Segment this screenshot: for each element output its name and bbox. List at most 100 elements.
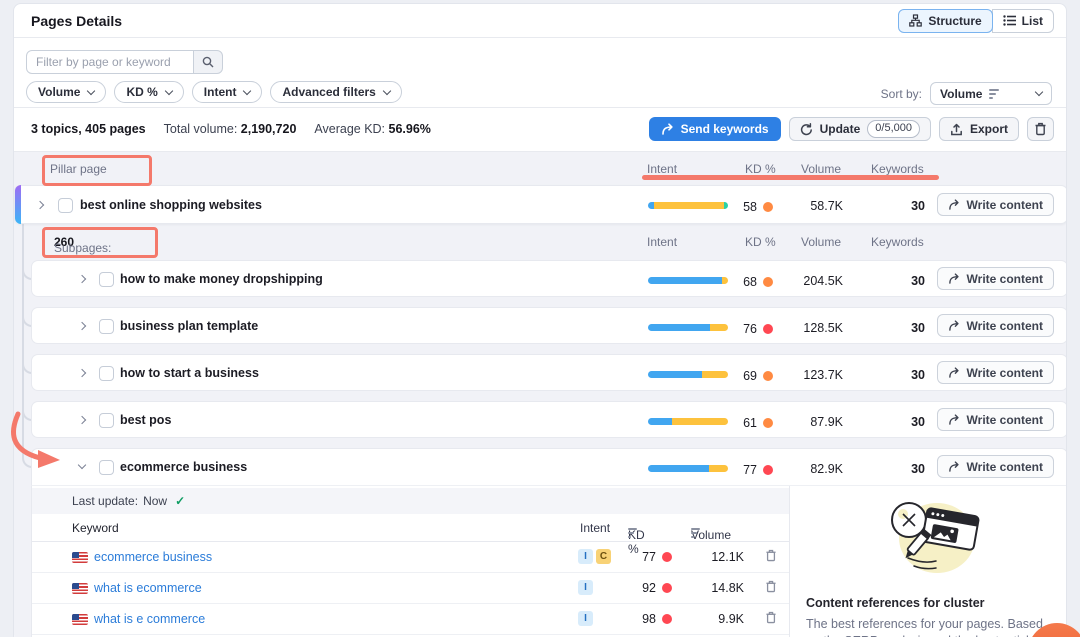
subpage-row[interactable]: best pos 61 87.9K 30 Write content bbox=[31, 401, 1066, 438]
subpage-title[interactable]: best pos bbox=[120, 413, 172, 427]
keywords-cell: 30 bbox=[911, 462, 925, 476]
export-icon bbox=[951, 123, 962, 135]
volume-cell: 204.5K bbox=[803, 274, 843, 288]
pages-details-panel: Pages Details Structure bbox=[13, 3, 1067, 637]
intent-column-header: Intent bbox=[580, 521, 611, 535]
update-button[interactable]: Update 0/5,000 bbox=[788, 117, 931, 141]
volume-filter-dropdown[interactable]: Volume bbox=[26, 81, 107, 103]
content-references-panel: Content references for cluster The best … bbox=[789, 486, 1066, 637]
expand-chevron-icon[interactable] bbox=[35, 200, 45, 210]
annotation-underline-columns bbox=[642, 175, 939, 180]
structure-view-button[interactable]: Structure bbox=[898, 8, 993, 33]
content-references-illustration bbox=[890, 502, 979, 573]
actions-toolbar: Send keywords Update 0/5,000 Export bbox=[648, 117, 1054, 141]
subpage-title[interactable]: how to make money dropshipping bbox=[120, 272, 323, 286]
pillar-header-row: Pillar page Intent KD % Volume Keywords bbox=[14, 156, 1066, 182]
kd-cell: 77 bbox=[587, 550, 672, 564]
row-checkbox[interactable] bbox=[58, 198, 73, 213]
intent-bar bbox=[648, 277, 728, 284]
subpages-header-row: Subpages: 260 Intent KD % Volume Keyword… bbox=[14, 229, 1066, 255]
intent-filter-dropdown[interactable]: Intent bbox=[191, 81, 263, 103]
row-checkbox[interactable] bbox=[99, 413, 114, 428]
search-input[interactable] bbox=[26, 50, 194, 74]
keyword-link[interactable]: what is ecommerce bbox=[94, 581, 202, 595]
subpage-title[interactable]: ecommerce business bbox=[120, 460, 248, 474]
pillar-page-title[interactable]: best online shopping websites bbox=[80, 198, 262, 212]
keyword-link[interactable]: what is e commerce bbox=[94, 612, 206, 626]
page-title: Pages Details bbox=[31, 12, 123, 29]
view-toggle: Structure List bbox=[898, 8, 1054, 33]
write-content-button[interactable]: Write content bbox=[936, 314, 1054, 337]
list-view-button[interactable]: List bbox=[991, 8, 1054, 33]
keyword-row[interactable]: ecommerce business I C 77 12.1K bbox=[32, 541, 789, 573]
row-checkbox[interactable] bbox=[99, 366, 114, 381]
write-arrow-icon bbox=[948, 461, 959, 472]
keywords-cell: 30 bbox=[911, 415, 925, 429]
floating-action-button[interactable] bbox=[1028, 623, 1080, 637]
trash-icon bbox=[766, 549, 776, 562]
volume-column-header: Volume bbox=[801, 235, 842, 249]
update-label: Update bbox=[819, 122, 861, 136]
annotation-arrow bbox=[10, 411, 60, 468]
write-content-button[interactable]: Write content bbox=[936, 361, 1054, 384]
expand-chevron-icon[interactable] bbox=[77, 415, 87, 425]
remove-keyword-button[interactable] bbox=[765, 580, 777, 598]
chevron-down-icon bbox=[243, 86, 252, 95]
kd-filter-dropdown[interactable]: KD % bbox=[114, 81, 184, 103]
kd-dot bbox=[763, 418, 773, 428]
remove-keyword-button[interactable] bbox=[765, 549, 777, 567]
row-checkbox[interactable] bbox=[99, 272, 114, 287]
refresh-icon bbox=[800, 122, 812, 135]
keyword-row[interactable]: what is ecommerce I 92 14.8K bbox=[32, 572, 789, 604]
remove-keyword-button[interactable] bbox=[765, 611, 777, 629]
kd-column-header: KD % bbox=[745, 162, 776, 176]
expanded-cluster-detail: Last update: Now ✓ Keyword Intent KD % V… bbox=[31, 485, 1066, 637]
subpage-row-expanded[interactable]: ecommerce business 77 82.9K 30 Write con… bbox=[31, 448, 1066, 485]
keywords-column-header: Keywords bbox=[871, 162, 924, 176]
expand-chevron-icon[interactable] bbox=[77, 274, 87, 284]
intent-badge-commercial: C bbox=[596, 549, 611, 564]
row-checkbox[interactable] bbox=[99, 319, 114, 334]
sort-icon bbox=[691, 528, 700, 538]
subpage-row[interactable]: business plan template 76 128.5K 30 Writ… bbox=[31, 307, 1066, 344]
intent-filter-label: Intent bbox=[203, 85, 237, 99]
intent-column-header: Intent bbox=[647, 235, 678, 249]
write-content-button[interactable]: Write content bbox=[936, 455, 1054, 478]
pillar-page-column-header: Pillar page bbox=[50, 162, 107, 176]
send-keywords-button[interactable]: Send keywords bbox=[648, 117, 781, 141]
sort-by-label: Sort by: bbox=[880, 86, 922, 101]
search-wrap bbox=[26, 50, 223, 74]
chevron-down-icon bbox=[382, 86, 392, 95]
keyword-link[interactable]: ecommerce business bbox=[94, 550, 213, 564]
write-content-button[interactable]: Write content bbox=[936, 267, 1054, 290]
intent-badge-informational: I bbox=[578, 549, 593, 564]
kd-cell: 68 bbox=[697, 275, 773, 289]
volume-cell: 128.5K bbox=[803, 321, 843, 335]
sort-by-select[interactable]: Volume bbox=[930, 82, 1052, 105]
subpage-row[interactable]: how to make money dropshipping 68 204.5K… bbox=[31, 260, 1066, 297]
subpage-row[interactable]: how to start a business 69 123.7K 30 Wri… bbox=[31, 354, 1066, 391]
collapse-chevron-icon[interactable] bbox=[77, 460, 87, 470]
write-content-button[interactable]: Write content bbox=[936, 408, 1054, 431]
search-button[interactable] bbox=[193, 50, 223, 74]
kd-cell: 92 bbox=[587, 581, 672, 595]
export-button[interactable]: Export bbox=[938, 117, 1019, 141]
keywords-cell: 30 bbox=[911, 199, 925, 213]
write-arrow-icon bbox=[948, 367, 959, 378]
subpage-title[interactable]: how to start a business bbox=[120, 366, 259, 380]
pillar-row[interactable]: best online shopping websites 58 58.7K 3… bbox=[14, 185, 1066, 224]
structure-label: Structure bbox=[928, 13, 982, 28]
row-checkbox[interactable] bbox=[99, 460, 114, 475]
topics-pages-count: 3 topics, 405 pages bbox=[31, 122, 146, 136]
expand-chevron-icon[interactable] bbox=[77, 321, 87, 331]
subpage-title[interactable]: business plan template bbox=[120, 319, 259, 333]
delete-button[interactable] bbox=[1027, 117, 1054, 141]
write-content-button[interactable]: Write content bbox=[936, 193, 1054, 216]
advanced-filters-dropdown[interactable]: Advanced filters bbox=[270, 81, 402, 103]
expand-chevron-icon[interactable] bbox=[77, 368, 87, 378]
kd-filter-label: KD % bbox=[126, 85, 158, 99]
keyword-row[interactable]: what is e commerce I 98 9.9K bbox=[32, 603, 789, 635]
annotation-box-subpages bbox=[42, 227, 158, 258]
volume-cell: 123.7K bbox=[803, 368, 843, 382]
